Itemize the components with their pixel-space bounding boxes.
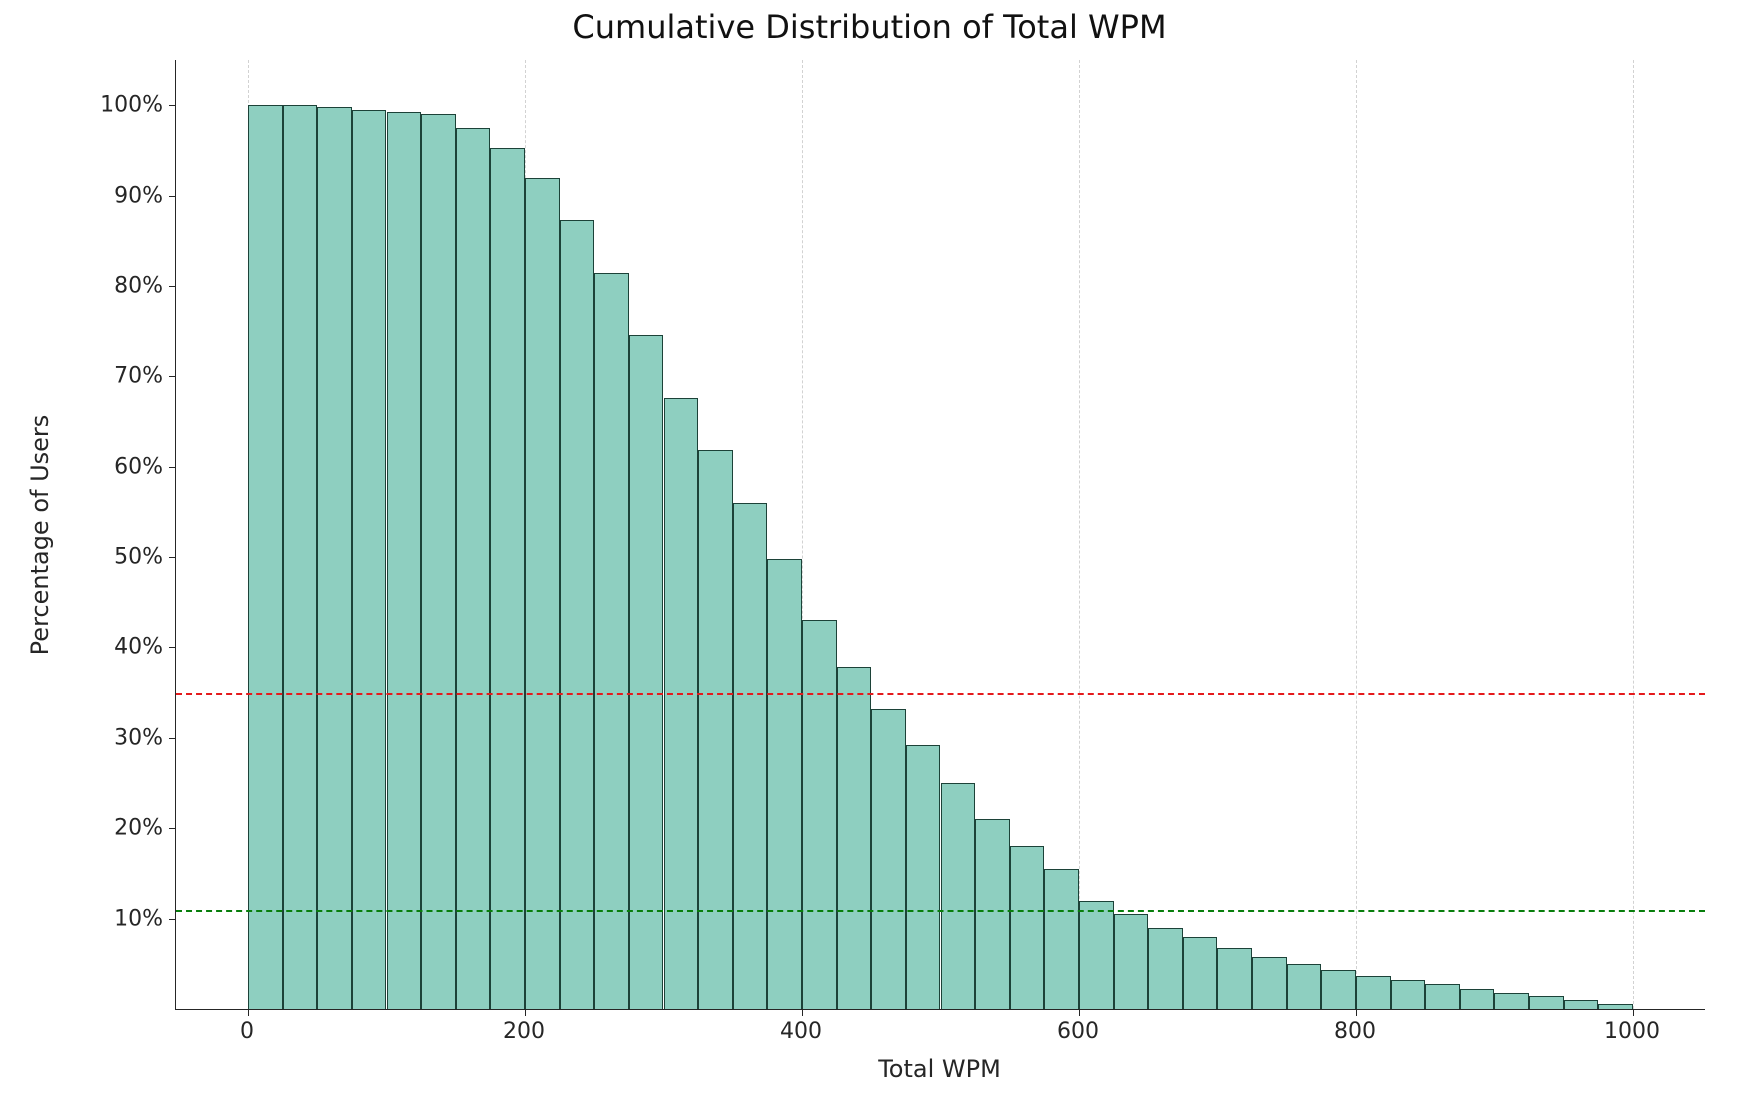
histogram-bar bbox=[1252, 957, 1287, 1009]
histogram-bar bbox=[733, 503, 768, 1009]
y-tick-mark bbox=[169, 557, 176, 558]
x-tick-mark bbox=[248, 1009, 249, 1016]
histogram-bar bbox=[1321, 970, 1356, 1009]
histogram-bar bbox=[1460, 989, 1495, 1009]
gridline-vertical bbox=[1633, 60, 1634, 1009]
histogram-bar bbox=[837, 667, 872, 1009]
histogram-bar bbox=[1494, 993, 1529, 1009]
y-tick-mark bbox=[169, 286, 176, 287]
plot-clip bbox=[176, 60, 1705, 1009]
plot-area bbox=[175, 60, 1705, 1010]
y-tick-mark bbox=[169, 467, 176, 468]
y-tick-mark bbox=[169, 196, 176, 197]
histogram-bar bbox=[490, 148, 525, 1009]
x-tick-mark bbox=[1356, 1009, 1357, 1016]
histogram-bar bbox=[560, 220, 595, 1009]
histogram-bar bbox=[421, 114, 456, 1009]
histogram-bar bbox=[352, 110, 387, 1009]
histogram-bar bbox=[1425, 984, 1460, 1009]
histogram-bar bbox=[1183, 937, 1218, 1009]
histogram-bar bbox=[941, 783, 976, 1009]
histogram-bar bbox=[698, 450, 733, 1009]
y-tick-label: 60% bbox=[114, 454, 163, 479]
histogram-bar bbox=[317, 107, 352, 1009]
x-tick-mark bbox=[1633, 1009, 1634, 1016]
histogram-bar bbox=[1148, 928, 1183, 1009]
y-tick-label: 80% bbox=[114, 273, 163, 298]
y-tick-mark bbox=[169, 105, 176, 106]
histogram-bar bbox=[1356, 976, 1391, 1009]
x-tick-label: 1000 bbox=[1604, 1019, 1660, 1044]
histogram-bar bbox=[975, 819, 1010, 1009]
histogram-bar bbox=[1217, 948, 1252, 1009]
chart-container: Cumulative Distribution of Total WPM Tot… bbox=[0, 0, 1739, 1101]
histogram-bar bbox=[525, 178, 560, 1009]
histogram-bar bbox=[802, 620, 837, 1009]
histogram-bar bbox=[1114, 914, 1149, 1009]
y-tick-mark bbox=[169, 376, 176, 377]
y-tick-label: 50% bbox=[114, 545, 163, 570]
x-tick-label: 0 bbox=[240, 1019, 254, 1044]
y-tick-label: 100% bbox=[100, 93, 163, 118]
histogram-bar bbox=[248, 105, 283, 1009]
histogram-bar bbox=[906, 745, 941, 1009]
histogram-bar bbox=[283, 105, 318, 1009]
y-tick-label: 40% bbox=[114, 635, 163, 660]
chart-title: Cumulative Distribution of Total WPM bbox=[0, 8, 1739, 46]
histogram-bar bbox=[1529, 996, 1564, 1009]
histogram-bar bbox=[387, 112, 422, 1009]
histogram-bar bbox=[594, 273, 629, 1009]
x-tick-mark bbox=[525, 1009, 526, 1016]
x-tick-mark bbox=[802, 1009, 803, 1016]
histogram-bar bbox=[767, 559, 802, 1009]
y-axis-label: Percentage of Users bbox=[26, 385, 54, 685]
y-tick-label: 20% bbox=[114, 816, 163, 841]
histogram-bar bbox=[664, 398, 699, 1009]
y-tick-mark bbox=[169, 828, 176, 829]
y-tick-label: 70% bbox=[114, 364, 163, 389]
x-axis-label: Total WPM bbox=[175, 1055, 1704, 1083]
histogram-bar bbox=[456, 128, 491, 1009]
histogram-bar bbox=[629, 335, 664, 1009]
x-tick-mark bbox=[1079, 1009, 1080, 1016]
y-tick-mark bbox=[169, 647, 176, 648]
histogram-bar bbox=[1044, 869, 1079, 1009]
x-tick-label: 200 bbox=[503, 1019, 545, 1044]
x-tick-label: 600 bbox=[1057, 1019, 1099, 1044]
histogram-bar bbox=[1287, 964, 1322, 1009]
histogram-bar bbox=[1079, 901, 1114, 1009]
histogram-bar bbox=[1010, 846, 1045, 1009]
y-tick-mark bbox=[169, 738, 176, 739]
gridline-vertical bbox=[1079, 60, 1080, 1009]
x-tick-label: 800 bbox=[1334, 1019, 1376, 1044]
histogram-bar bbox=[1564, 1000, 1599, 1009]
histogram-bar bbox=[1598, 1004, 1633, 1009]
y-tick-label: 10% bbox=[114, 906, 163, 931]
gridline-vertical bbox=[1356, 60, 1357, 1009]
y-tick-label: 90% bbox=[114, 183, 163, 208]
histogram-bar bbox=[871, 709, 906, 1009]
y-tick-mark bbox=[169, 919, 176, 920]
histogram-bar bbox=[1391, 980, 1426, 1009]
x-tick-label: 400 bbox=[780, 1019, 822, 1044]
y-tick-label: 30% bbox=[114, 725, 163, 750]
